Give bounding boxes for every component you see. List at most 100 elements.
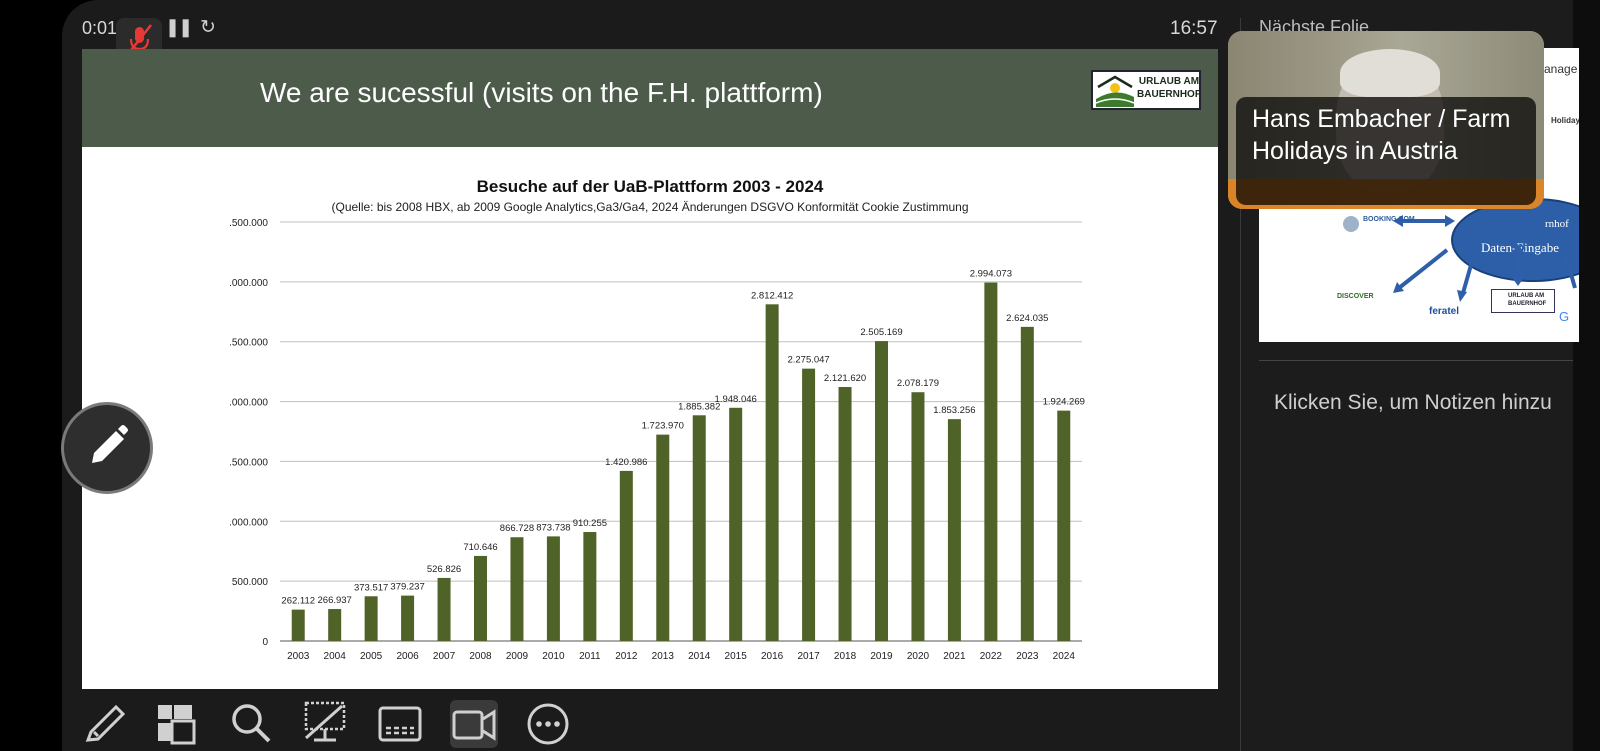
y-tick-label: 500.000 [232,577,269,588]
magnifier-icon [232,704,271,743]
chart-bar [474,555,487,641]
data-label: 373.517 [354,582,388,593]
camera-icon [452,709,496,741]
chart-bar [729,407,743,641]
chart-bar [437,577,451,641]
visits-bar-chart: 0 500.000 .000.000 .500.000 .000.000 .500.000… [229,218,1085,662]
data-label: 710.646 [463,542,497,553]
preview-blob-label: rnhof [1545,218,1569,230]
data-label: 379.237 [390,582,424,593]
preview-google-letter: G [1559,309,1570,324]
chart-bar [364,596,378,641]
y-tick-label: 0 [262,637,268,648]
preview-feratel-text: feratel [1429,306,1460,317]
chart-bar [619,470,633,641]
x-tick-label: 2004 [324,651,347,662]
pen-tool-button[interactable] [82,700,130,748]
preview-booking-text: BOOKING.COM [1363,216,1415,223]
clock: 16:57 [1170,18,1218,39]
x-tick-label: 2019 [870,651,893,662]
data-label: 266.937 [318,595,352,606]
data-label: 2.121.620 [824,373,866,384]
x-tick-label: 2020 [907,651,930,662]
x-tick-label: 2007 [433,651,456,662]
layout-button[interactable] [154,700,202,748]
x-tick-label: 2015 [725,651,748,662]
chart-bar [875,341,888,641]
logo-text: URLAUB AM BAUERNHOF [1137,76,1201,100]
preview-holiday-text: Holiday [1551,116,1579,125]
x-tick-label: 2008 [469,651,492,662]
preview-discover-text: DISCOVER [1337,293,1374,300]
x-tick-label: 2017 [797,651,820,662]
chart-bar [401,595,415,641]
x-tick-label: 2013 [652,651,675,662]
y-tick-label: .500.000 [229,218,268,229]
chart-subtitle: (Quelle: bis 2008 HBX, ab 2009 Google An… [331,200,969,214]
pen-tool-icon [85,704,126,742]
x-tick-label: 2006 [396,651,419,662]
x-tick-label: 2010 [542,651,565,662]
y-tick-label: .500.000 [229,457,268,468]
chart-bar [1057,410,1071,641]
x-tick-label: 2012 [615,651,638,662]
y-tick-label: .000.000 [229,398,268,409]
x-tick-label: 2016 [761,651,784,662]
layout-icon [158,705,196,745]
data-label: 1.924.269 [1043,397,1085,408]
restart-icon[interactable]: ↻ [200,17,216,38]
speaker-name: Hans Embacher / Farm Holidays in Austria [1252,105,1511,165]
data-label: 1.723.970 [642,421,684,432]
chart-bar [692,415,706,641]
data-label: 1.948.046 [715,394,757,405]
slide-title: We are sucessful (visits on the F.H. pla… [260,77,823,108]
annotation-pen-button[interactable] [61,402,153,494]
chart-bar [656,434,670,641]
x-tick-label: 2005 [360,651,383,662]
data-label: 1.853.256 [933,405,975,416]
slide-header: We are sucessful (visits on the F.H. pla… [82,49,1218,147]
data-label: 1.420.986 [605,457,647,468]
preview-logo: URLAUB AM BAUERNHOF [1491,289,1555,313]
preview-arrows [1343,215,1577,302]
data-label: 2.275.047 [787,355,829,366]
subtitles-button[interactable] [376,700,424,748]
x-tick-label: 2022 [980,651,1003,662]
data-label: 2.624.035 [1006,313,1048,324]
data-label: 873.738 [536,522,570,533]
zoom-button[interactable] [228,700,276,748]
preview-logo-text: URLAUB AM BAUERNHOF [1508,293,1547,307]
panel-divider [1240,18,1241,751]
more-options-button[interactable] [524,700,572,748]
chart-bar [947,419,961,641]
x-tick-label: 2011 [579,651,601,662]
current-slide: We are sucessful (visits on the F.H. pla… [82,49,1218,689]
data-label: 2.994.073 [970,269,1012,280]
data-label: 866.728 [500,523,534,534]
screen-off-icon [304,701,346,742]
chart-bar [510,537,524,641]
x-tick-label: 2024 [1053,651,1076,662]
pause-icon[interactable]: ❚❚ [165,17,193,37]
data-label: 2.505.169 [860,327,902,338]
data-label: 2.078.179 [897,378,939,389]
chart-title: Besuche auf der UaB-Plattform 2003 - 202… [476,177,824,196]
camera-toggle-button[interactable] [450,700,498,748]
farm-logo-icon [1095,75,1135,107]
x-tick-label: 2009 [506,651,529,662]
chart-bar [802,368,816,641]
speaker-video-tile[interactable]: Hans Embacher / Farm Holidays in Austria [1228,31,1544,209]
pen-icon [92,425,128,463]
subtitles-icon [378,706,422,742]
chart-bar [984,282,998,641]
chart-bar [291,609,305,641]
notes-input[interactable]: Klicken Sie, um Notizen hinzu [1274,391,1552,414]
data-label: 262.112 [281,596,315,607]
x-tick-label: 2021 [943,651,966,662]
black-screen-button[interactable] [302,700,350,748]
y-tick-label: .000.000 [229,517,268,528]
chart-bar [583,532,597,641]
notes-divider [1259,360,1573,361]
data-label: 910.255 [573,518,607,529]
chart-bar [765,304,779,641]
